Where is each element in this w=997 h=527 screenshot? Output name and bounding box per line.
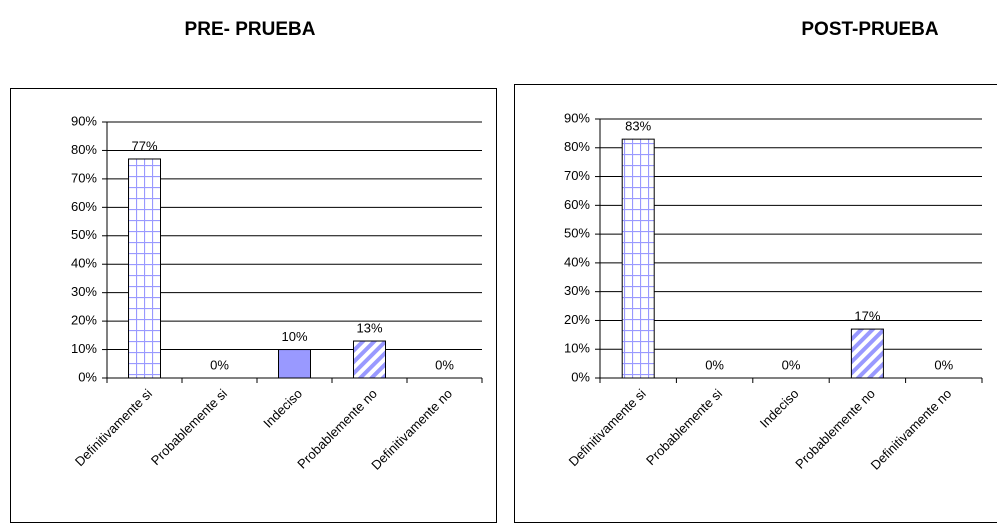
y-tick-label: 80% [71,142,97,157]
chart-frame [514,84,997,523]
bar [128,158,161,379]
y-tick-label: 50% [564,226,590,241]
y-tick-label: 0% [571,369,590,384]
bar [353,340,386,379]
data-label: 17% [854,309,880,324]
y-tick-label: 40% [564,254,590,269]
data-label: 10% [281,329,307,344]
y-tick-label: 60% [564,197,590,212]
bar [278,349,311,379]
chart-frame [10,88,497,523]
data-label: 0% [210,357,229,372]
y-tick-label: 80% [564,139,590,154]
data-label: 77% [131,138,157,153]
data-label: 0% [782,357,801,372]
y-tick-label: 60% [71,199,97,214]
data-label: 0% [435,357,454,372]
chart-title: PRE- PRUEBA [185,19,316,40]
y-tick-label: 20% [564,312,590,327]
y-tick-label: 90% [71,113,97,128]
y-tick-label: 30% [564,283,590,298]
y-tick-label: 10% [564,341,590,356]
y-tick-label: 10% [71,341,97,356]
data-label: 83% [625,119,651,134]
y-tick-label: 40% [71,256,97,271]
data-label: 0% [705,357,724,372]
y-tick-label: 30% [71,284,97,299]
data-label: 13% [356,320,382,335]
y-tick-label: 70% [564,168,590,183]
bar [621,138,655,379]
data-label: 0% [934,357,953,372]
y-tick-label: 20% [71,313,97,328]
y-tick-label: 50% [71,227,97,242]
y-tick-label: 0% [78,369,97,384]
chart-title: POST-PRUEBA [801,19,939,40]
y-tick-label: 70% [71,170,97,185]
y-tick-label: 90% [564,110,590,125]
bar [850,328,884,379]
